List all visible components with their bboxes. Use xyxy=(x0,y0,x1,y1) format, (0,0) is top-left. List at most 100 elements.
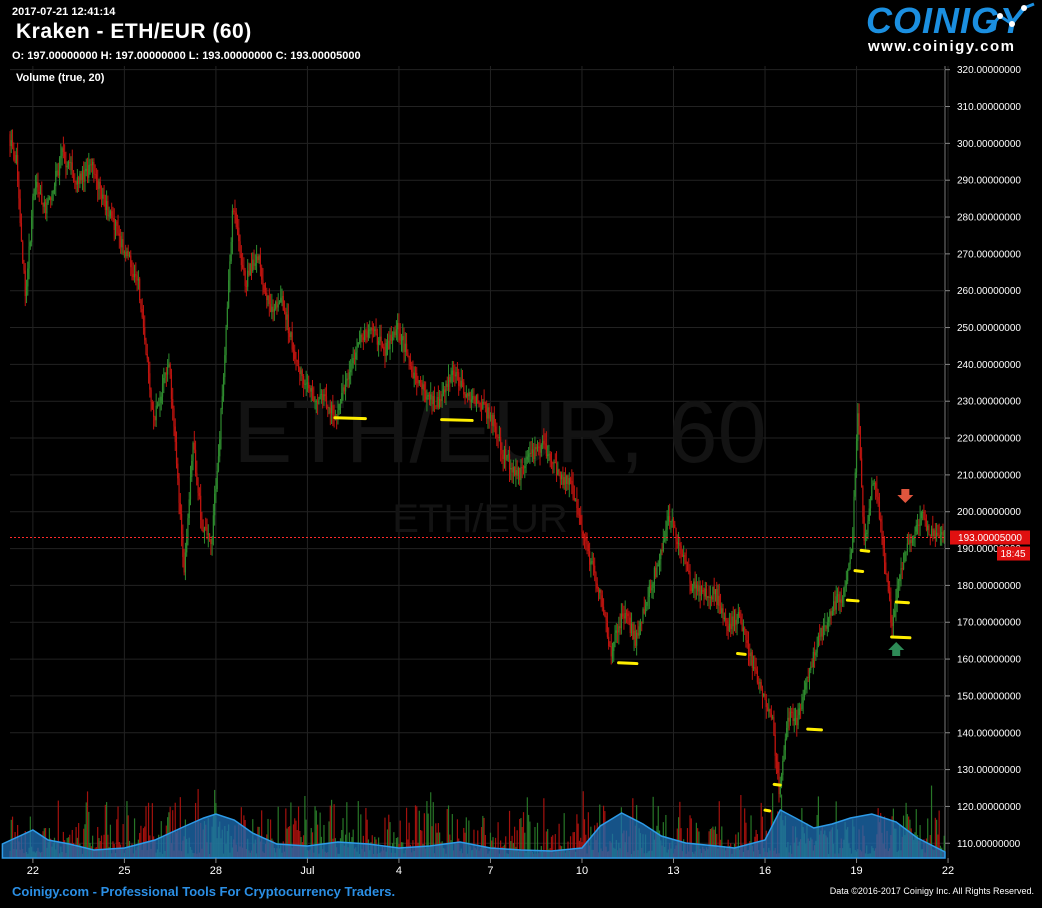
candle-body xyxy=(676,541,678,545)
candle-body xyxy=(13,147,15,160)
candle-body xyxy=(669,516,671,522)
candle-body xyxy=(709,596,711,598)
candle-body xyxy=(911,539,914,543)
candle-body xyxy=(644,605,647,614)
candle-body xyxy=(297,360,300,369)
candle-body xyxy=(693,581,695,589)
candle-body xyxy=(305,383,307,385)
volume-bar xyxy=(550,836,553,858)
candle-body xyxy=(266,293,268,301)
candle-body xyxy=(920,512,922,518)
candle-body xyxy=(718,595,720,606)
candle-body xyxy=(633,630,635,640)
volume-bar xyxy=(292,824,295,858)
candle-body xyxy=(662,540,664,551)
x-tick-label: 19 xyxy=(850,865,862,877)
volume-bar xyxy=(419,830,422,858)
candle-body xyxy=(630,623,633,634)
candle-body xyxy=(651,588,653,591)
candle-body xyxy=(408,355,410,360)
candle-body xyxy=(591,561,593,563)
volume-bar xyxy=(505,836,507,858)
candle-body xyxy=(939,534,942,538)
candle-body xyxy=(170,374,173,400)
y-tick-label: 240.00000000 xyxy=(957,360,1021,371)
candle-body xyxy=(808,670,811,678)
candle-body xyxy=(667,516,670,522)
candle-body xyxy=(583,536,586,538)
candle-body xyxy=(193,442,195,450)
candle-body xyxy=(14,159,16,164)
y-tick-label: 260.00000000 xyxy=(957,286,1021,297)
candle-body xyxy=(722,608,724,620)
candle-body xyxy=(228,280,230,308)
candle-body xyxy=(442,389,445,395)
candle-body xyxy=(283,310,286,312)
candle-body xyxy=(636,632,638,646)
candle-body xyxy=(819,635,821,637)
candle-body xyxy=(538,446,540,448)
volume-bar xyxy=(104,804,106,858)
candle-body xyxy=(652,583,654,589)
logo-url: www.coinigy.com xyxy=(868,38,1016,55)
candle-body xyxy=(402,336,404,341)
candle-body xyxy=(928,525,930,535)
candle-body xyxy=(413,372,415,379)
volume-bar xyxy=(524,832,526,858)
candle-body xyxy=(272,306,274,312)
candle-body xyxy=(529,452,531,455)
candle-body xyxy=(498,436,500,438)
candle-body xyxy=(805,682,807,690)
candle-body xyxy=(221,396,223,409)
candle-body xyxy=(292,349,295,351)
candle-body xyxy=(362,337,364,340)
candle-body xyxy=(611,651,614,657)
volume-bar xyxy=(527,814,530,858)
candle-body xyxy=(539,446,541,453)
candle-body xyxy=(84,171,86,182)
candle-body xyxy=(845,581,847,586)
candle-body xyxy=(861,458,863,488)
volume-bar xyxy=(740,795,742,858)
candle-body xyxy=(787,717,789,728)
candle-body xyxy=(616,630,619,633)
candle-body xyxy=(582,531,584,537)
candle-body xyxy=(281,295,283,298)
candle-body xyxy=(825,625,827,629)
candle-body xyxy=(381,342,384,347)
volume-bar xyxy=(451,814,453,858)
candle-body xyxy=(902,562,905,570)
candle-body xyxy=(885,562,887,575)
candle-body xyxy=(924,518,926,521)
volume-bar xyxy=(529,821,531,858)
candle-body xyxy=(9,134,11,147)
candle-body xyxy=(891,622,893,626)
footer-tagline[interactable]: Coinigy.com - Professional Tools For Cry… xyxy=(12,884,396,899)
candle-body xyxy=(641,621,643,623)
y-tick-label: 180.00000000 xyxy=(957,581,1021,592)
x-tick-label: Jul xyxy=(300,865,314,877)
candle-body xyxy=(817,635,820,647)
candle-body xyxy=(61,148,63,156)
candle-body xyxy=(469,392,471,403)
candle-body xyxy=(656,566,658,578)
candle-body xyxy=(711,596,713,600)
candle-body xyxy=(874,483,877,489)
candle-body xyxy=(642,609,644,622)
y-tick-label: 290.00000000 xyxy=(957,176,1021,187)
candle-body xyxy=(550,460,553,463)
candle-body xyxy=(310,388,312,392)
volume-bar xyxy=(558,823,560,858)
volume-bar xyxy=(430,792,432,858)
candle-body xyxy=(271,306,273,312)
candle-body xyxy=(792,712,794,722)
candle-body xyxy=(108,215,110,217)
candle-body xyxy=(483,401,485,404)
candle-body xyxy=(880,518,882,522)
volume-bar xyxy=(534,826,536,858)
candle-body xyxy=(419,380,422,383)
candle-body xyxy=(200,495,202,520)
candle-body xyxy=(15,155,17,164)
volume-bar xyxy=(735,834,737,858)
candle-body xyxy=(150,389,152,402)
